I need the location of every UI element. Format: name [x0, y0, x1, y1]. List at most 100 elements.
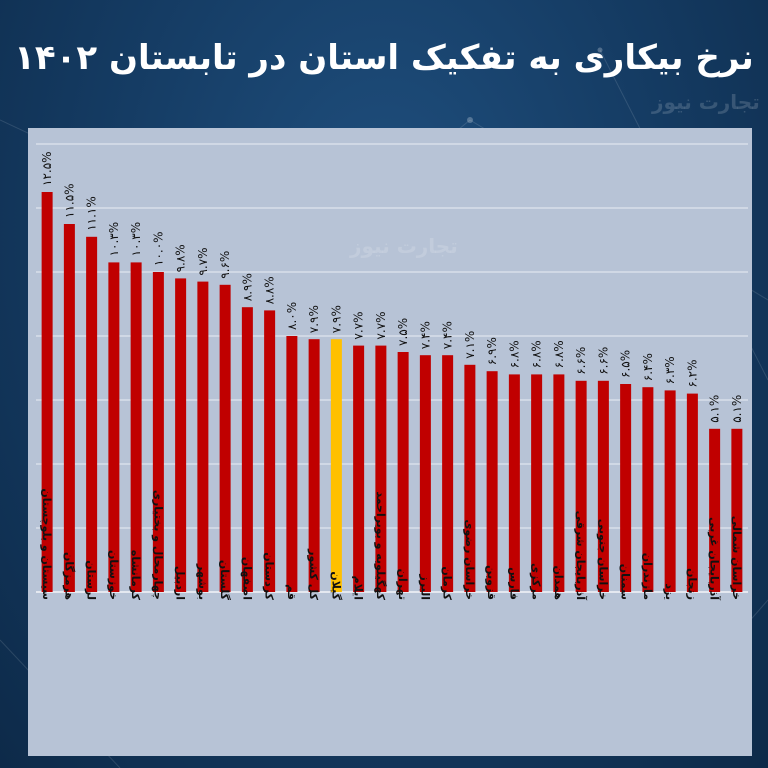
bar [486, 371, 498, 592]
chart-title: نرخ بیکاری به تفکیک استان در تابستان ۱۴۰… [14, 38, 754, 78]
bar [130, 262, 142, 592]
category-label: اردبیل [174, 566, 187, 600]
category-label: چهارمحال و بختیاری [151, 490, 164, 600]
bar [219, 284, 231, 592]
data-labels: ۱۲.۵% ۱۱.۵% ۱۱.۱% ۱۰.۳% ۱۰.۳% ۱۰.۰% ۹.۸% ۹.۷% ۹.… [40, 151, 744, 422]
category-label: ایلام [352, 576, 365, 600]
category-label: زنجان [685, 568, 698, 600]
bar [731, 428, 743, 592]
bar [241, 307, 253, 592]
bar [264, 310, 276, 592]
data-label: ۶.۹% [485, 337, 499, 365]
bar [664, 390, 676, 592]
category-label: آذربایجان شرقی [574, 511, 588, 601]
category-label: کهگیلویه و بویراحمد [374, 491, 387, 600]
category-label: خراسان شمالی [730, 516, 743, 600]
bar [709, 428, 721, 592]
bar [108, 262, 120, 592]
bar [397, 352, 409, 592]
bar [553, 374, 565, 592]
category-label: کرمانشاه [129, 550, 142, 601]
bar [41, 192, 53, 592]
category-label: مازندران [641, 553, 654, 600]
bar [330, 339, 342, 592]
bar [353, 345, 365, 592]
data-label: ۸.۹% [240, 273, 254, 301]
data-label: ۱۰.۳% [107, 222, 121, 257]
data-label: ۵.۱% [708, 395, 722, 423]
data-label: ۱۱.۱% [85, 196, 99, 231]
bar [308, 339, 320, 592]
data-label: ۷.۹% [307, 305, 321, 333]
category-label: کل کشور [307, 548, 320, 600]
bar-chart: ۱۲.۵% ۱۱.۵% ۱۱.۱% ۱۰.۳% ۱۰.۳% ۱۰.۰% ۹.۸% ۹.۷% ۹.… [36, 143, 748, 601]
bar [464, 364, 476, 592]
category-label: البرز [418, 573, 431, 600]
data-label: ۵.۱% [730, 395, 744, 423]
bar [442, 355, 454, 592]
data-label: ۷.۵% [396, 318, 410, 346]
category-label: کرمان [441, 566, 454, 600]
bar [620, 384, 632, 592]
bar [86, 236, 98, 593]
category-label: مرکزی [530, 563, 543, 600]
data-label: ۷.۷% [352, 311, 366, 339]
category-label: فارس [507, 567, 520, 600]
bar [197, 281, 209, 592]
plot-area [28, 128, 752, 756]
data-label: ۶.۲% [685, 359, 699, 387]
bar [175, 278, 187, 592]
data-label: ۶.۸% [530, 340, 544, 368]
bar [531, 374, 543, 592]
category-label: قم [285, 584, 298, 600]
bar [508, 374, 520, 592]
bar [286, 336, 298, 592]
data-label: ۱۲.۵% [40, 151, 54, 186]
data-label: ۷.۷% [374, 311, 388, 339]
bar [642, 387, 654, 592]
data-label: ۶.۵% [619, 350, 633, 378]
bars [41, 192, 743, 593]
category-label: بوشهر [196, 563, 209, 600]
category-label: سمنان [619, 564, 632, 600]
data-label: ۶.۶% [574, 347, 588, 375]
data-label: ۸.۰% [285, 302, 299, 330]
data-label: ۷.۹% [329, 305, 343, 333]
category-label: خراسان رضوی [463, 519, 476, 600]
bar [419, 355, 431, 592]
category-label: همدان [552, 565, 565, 600]
data-label: ۷.۴% [418, 321, 432, 349]
bar [63, 224, 75, 592]
data-label: ۶.۴% [641, 353, 655, 381]
category-label: لرستان [85, 560, 98, 600]
data-label: ۹.۸% [174, 244, 188, 272]
data-label: ۶.۳% [663, 356, 677, 384]
category-label: اصفهان [240, 557, 253, 600]
data-label: ۱۰.۰% [151, 231, 165, 266]
category-label: خراسان جنوبی [596, 519, 609, 600]
category-label: گلستان [218, 560, 231, 601]
data-label: ۱۰.۳% [129, 222, 143, 257]
data-label: ۶.۶% [596, 347, 610, 375]
category-label: گیلان [329, 571, 342, 600]
data-label: ۹.۶% [218, 251, 232, 279]
data-label: ۷.۱% [463, 331, 477, 359]
watermark-2: تجارت نیوز [652, 90, 760, 114]
bar [686, 393, 698, 592]
bar [575, 380, 587, 592]
category-label: سیستان و بلوچستان [40, 488, 53, 600]
category-label: آذربایجان غربی [708, 517, 722, 600]
bar [375, 345, 387, 592]
data-label: ۶.۸% [552, 340, 566, 368]
watermark-1: تجارت نیوز [350, 234, 458, 258]
data-label: ۶.۸% [507, 340, 521, 368]
bar [152, 272, 164, 592]
data-label: ۸.۸% [263, 276, 277, 304]
category-labels: سیستان و بلوچستان هرمزگان لرستان خوزستان کرم… [40, 488, 743, 600]
category-label: تهران [396, 569, 409, 600]
category-label: خوزستان [107, 550, 120, 600]
category-label: کردستان [263, 552, 276, 600]
bar [597, 380, 609, 592]
category-label: یزد [663, 583, 676, 600]
category-label: هرمزگان [62, 552, 75, 600]
